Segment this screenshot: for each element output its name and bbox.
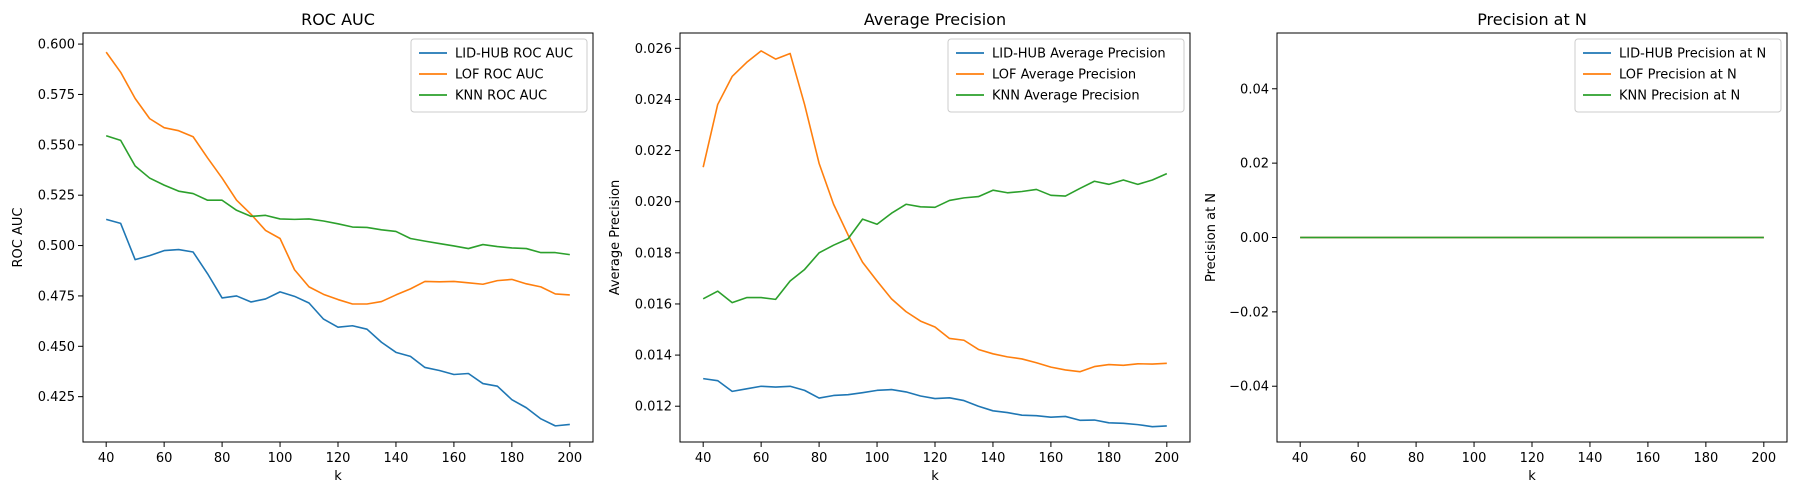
plot-frame <box>82 32 594 443</box>
x-tick-label: 60 <box>753 451 770 466</box>
x-tick-label: 160 <box>441 451 466 466</box>
legend-box <box>1574 38 1782 113</box>
x-axis-label: k <box>931 469 939 484</box>
y-tick-label: 0.024 <box>635 93 672 108</box>
x-tick-label: 140 <box>384 451 409 466</box>
legend-label: KNN Average Precision <box>992 89 1140 104</box>
x-tick-label: 180 <box>1693 451 1718 466</box>
plot-frame <box>679 32 1191 443</box>
legend-label: KNN ROC AUC <box>455 89 547 104</box>
y-axis-label: ROC AUC <box>11 208 26 268</box>
y-axis-label: Precision at N <box>1204 193 1219 282</box>
x-tick-label: 140 <box>1578 451 1603 466</box>
chart-panel-3: Precision at N 40 60 80 100 120 140 160 180 200 −0… <box>1204 10 1788 484</box>
series-line-3 <box>105 134 570 256</box>
x-tick-label: 160 <box>1635 451 1660 466</box>
legend-label: LID-HUB Precision at N <box>1619 47 1766 62</box>
series-line-2 <box>105 51 570 305</box>
x-tick-label: 80 <box>811 451 828 466</box>
legend-label: LID-HUB Average Precision <box>992 47 1166 62</box>
x-tick-label: 40 <box>695 451 712 466</box>
chart-title: ROC AUC <box>301 10 375 29</box>
y-tick-label: 0.525 <box>38 189 75 204</box>
legend: LID-HUB ROC AUC LOF ROC AUC KNN ROC AUC <box>410 38 588 113</box>
series-line-1 <box>703 377 1167 428</box>
x-tick-label: 100 <box>268 451 293 466</box>
x-axis-label: k <box>334 469 342 484</box>
x-tick-label: 200 <box>1154 451 1179 466</box>
y-tick-label: 0.014 <box>635 349 672 364</box>
chart-title: Precision at N <box>1477 10 1587 29</box>
legend-label: LID-HUB ROC AUC <box>455 47 573 62</box>
x-tick-label: 180 <box>1096 451 1121 466</box>
x-tick-label: 160 <box>1038 451 1063 466</box>
y-tick-label: 0.016 <box>635 297 672 312</box>
y-tick-label: 0.475 <box>38 289 75 304</box>
x-tick-label: 120 <box>1520 451 1545 466</box>
legend-box <box>410 38 588 113</box>
x-tick-label: 100 <box>1462 451 1487 466</box>
x-tick-label: 140 <box>981 451 1006 466</box>
chart-panel-2: Average Precision 40 60 80 100 120 140 160 180 20… <box>608 10 1191 484</box>
y-tick-label: 0.018 <box>635 246 672 261</box>
y-tick-label: −0.04 <box>1229 380 1269 395</box>
x-tick-label: 120 <box>923 451 948 466</box>
y-tick-label: 0.425 <box>38 390 75 405</box>
x-tick-label: 100 <box>865 451 890 466</box>
x-tick-label: 200 <box>1751 451 1776 466</box>
chart-panel-1: ROC AUC 40 60 80 100 120 140 160 180 200 0.425 0.45… <box>11 10 594 484</box>
legend-label: LOF Average Precision <box>992 68 1136 83</box>
x-tick-label: 80 <box>1408 451 1425 466</box>
legend-label: KNN Precision at N <box>1619 89 1740 104</box>
series-line-1 <box>105 218 570 427</box>
y-tick-label: 0.020 <box>635 195 672 210</box>
x-tick-label: 60 <box>1350 451 1367 466</box>
y-tick-label: −0.02 <box>1229 305 1269 320</box>
x-tick-label: 180 <box>499 451 524 466</box>
series-line-2 <box>702 50 1167 373</box>
plot-frame <box>1276 32 1788 443</box>
x-tick-label: 40 <box>98 451 115 466</box>
x-tick-label: 120 <box>326 451 351 466</box>
legend: LID-HUB Average Precision LOF Average Pre… <box>947 38 1185 113</box>
y-tick-label: 0.500 <box>38 239 75 254</box>
legend-box <box>947 38 1185 113</box>
x-tick-label: 80 <box>214 451 231 466</box>
y-tick-label: 0.04 <box>1240 82 1269 97</box>
y-axis-label: Average Precision <box>608 180 623 296</box>
y-tick-label: 0.575 <box>38 88 75 103</box>
y-tick-label: 0.600 <box>38 38 75 53</box>
legend-label: LOF Precision at N <box>1619 68 1737 83</box>
chart-title: Average Precision <box>864 10 1006 29</box>
y-tick-label: 0.022 <box>635 144 672 159</box>
y-tick-label: 0.026 <box>635 42 672 57</box>
y-tick-label: 0.012 <box>635 400 672 415</box>
x-tick-label: 40 <box>1292 451 1309 466</box>
y-tick-label: 0.00 <box>1240 231 1269 246</box>
x-tick-label: 200 <box>557 451 582 466</box>
legend-label: LOF ROC AUC <box>455 68 544 83</box>
x-axis-label: k <box>1528 469 1536 484</box>
y-tick-label: 0.450 <box>38 340 75 355</box>
x-tick-label: 60 <box>156 451 173 466</box>
y-tick-label: 0.02 <box>1240 157 1269 172</box>
y-tick-label: 0.550 <box>38 138 75 153</box>
legend: LID-HUB Precision at N LOF Precision at N… <box>1574 38 1782 113</box>
series-line-3 <box>702 172 1168 304</box>
